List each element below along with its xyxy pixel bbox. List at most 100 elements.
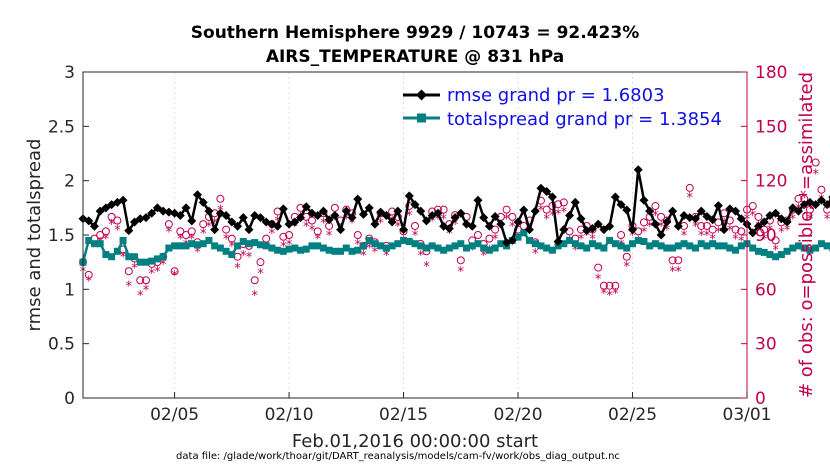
totalspread-point — [812, 244, 820, 252]
obs-assimilated-point: * — [761, 233, 768, 248]
obs-possible-point — [828, 195, 830, 202]
obs-possible-point — [170, 267, 179, 276]
obs-possible-point — [187, 227, 196, 236]
totalspread-point — [371, 240, 379, 248]
rmse-point — [175, 210, 185, 220]
rmse-point — [456, 208, 466, 218]
obs-possible-point — [508, 212, 517, 221]
obs-assimilated-point: * — [589, 233, 596, 248]
totalspread-point — [274, 246, 282, 254]
totalspread-point — [440, 246, 448, 254]
totalspread-point — [474, 240, 482, 248]
left-axis: 0 0.5 1 1.5 2 2.5 3 — [48, 63, 89, 409]
rmse-point — [278, 204, 288, 214]
obs-assimilated-point: * — [601, 287, 608, 302]
totalspread-point — [669, 244, 677, 252]
rmse-point — [290, 217, 300, 227]
totalspread-point — [245, 240, 253, 248]
obs-assimilated-point: * — [543, 213, 550, 228]
rmse-point — [141, 213, 151, 223]
obs-assimilated-point: * — [257, 267, 264, 282]
totalspread-point — [428, 242, 436, 250]
totalspread-point — [617, 242, 625, 250]
rmse-point — [164, 207, 174, 217]
obs-possible-point — [485, 234, 494, 243]
rmse-point — [719, 225, 729, 235]
obs-assimilated-point: * — [646, 220, 653, 235]
x-tick-label: 02/25 — [608, 405, 657, 425]
rmse-point — [668, 206, 678, 216]
rmse-point — [794, 206, 804, 216]
rmse-point — [753, 221, 763, 231]
rmse-point — [811, 200, 821, 210]
rmse-point — [118, 195, 128, 205]
rmse-point — [313, 210, 323, 220]
totalspread-point — [691, 244, 699, 252]
totalspread-point — [497, 240, 505, 248]
rmse-point — [616, 200, 626, 210]
rmse-point — [467, 221, 477, 231]
rmse-point — [484, 221, 494, 231]
rmse-point — [330, 210, 340, 220]
obs-assimilated-point: * — [824, 213, 830, 228]
totalspread-point — [131, 253, 139, 261]
obs-assimilated-point: * — [326, 229, 333, 244]
rmse-point — [255, 213, 265, 223]
rmse-point — [187, 216, 197, 226]
totalspread-point — [188, 240, 196, 248]
rmse-point — [158, 206, 168, 216]
obs-possible-point — [227, 234, 236, 243]
rmse-point — [347, 213, 357, 223]
totalspread-point — [588, 240, 596, 248]
obs-possible-point — [313, 227, 322, 236]
rmse-point — [444, 223, 454, 233]
totalspread-point — [606, 236, 614, 244]
obs-possible-point — [199, 220, 208, 229]
y2-tick-label: 180 — [755, 63, 787, 83]
totalspread-point — [800, 244, 808, 252]
data-file-footnote: data file: /glade/work/thoar/git/DART_re… — [176, 451, 620, 462]
totalspread-point — [256, 241, 264, 249]
totalspread-point — [193, 241, 201, 249]
obs-assimilated-point: * — [417, 249, 424, 264]
rmse-point — [410, 200, 420, 210]
obs-assimilated-point: * — [366, 242, 373, 257]
obs-assimilated-point: * — [509, 220, 516, 235]
obs-possible-point — [639, 218, 648, 227]
totalspread-point — [485, 246, 493, 254]
totalspread-point — [268, 244, 276, 252]
totalspread-point — [823, 242, 830, 250]
rmse-point — [656, 230, 666, 240]
totalspread-point — [319, 244, 327, 252]
plot-area: *** ** ***** ** * **** *** * ** *** ***** ** * ***** *… — [78, 71, 830, 399]
obs-assimilated-point: * — [732, 233, 739, 248]
totalspread-point — [176, 242, 184, 250]
totalspread-point — [491, 244, 499, 252]
totalspread-point — [354, 246, 362, 254]
rmse-point — [690, 214, 700, 224]
rmse-point — [547, 192, 557, 202]
x-axis: 02/05 02/10 02/15 02/20 02/25 03/01 — [150, 392, 772, 425]
obs-assimilated-point: * — [120, 251, 127, 266]
rmse-point — [507, 235, 517, 245]
totalspread-point — [125, 253, 133, 261]
obs-assimilated-point: * — [801, 202, 808, 217]
totalspread-point — [640, 238, 648, 246]
totalspread-point — [331, 247, 339, 255]
obs-possible-point — [273, 207, 282, 216]
obs-possible-point — [559, 198, 568, 207]
rmse-point — [593, 219, 603, 229]
rmse-point — [473, 195, 483, 205]
obs-possible-point — [754, 212, 763, 221]
obs-possible-point — [107, 212, 116, 221]
rmse-point — [296, 213, 306, 223]
totalspread-point — [148, 257, 156, 265]
obs-possible-point — [84, 270, 93, 279]
totalspread-point — [525, 236, 533, 244]
obs-assimilated-point: * — [423, 260, 430, 275]
rmse-point — [685, 213, 695, 223]
rmse-point — [771, 208, 781, 218]
totalspread-point — [359, 242, 367, 250]
totalspread-point — [560, 240, 568, 248]
totalspread-point — [766, 251, 774, 259]
